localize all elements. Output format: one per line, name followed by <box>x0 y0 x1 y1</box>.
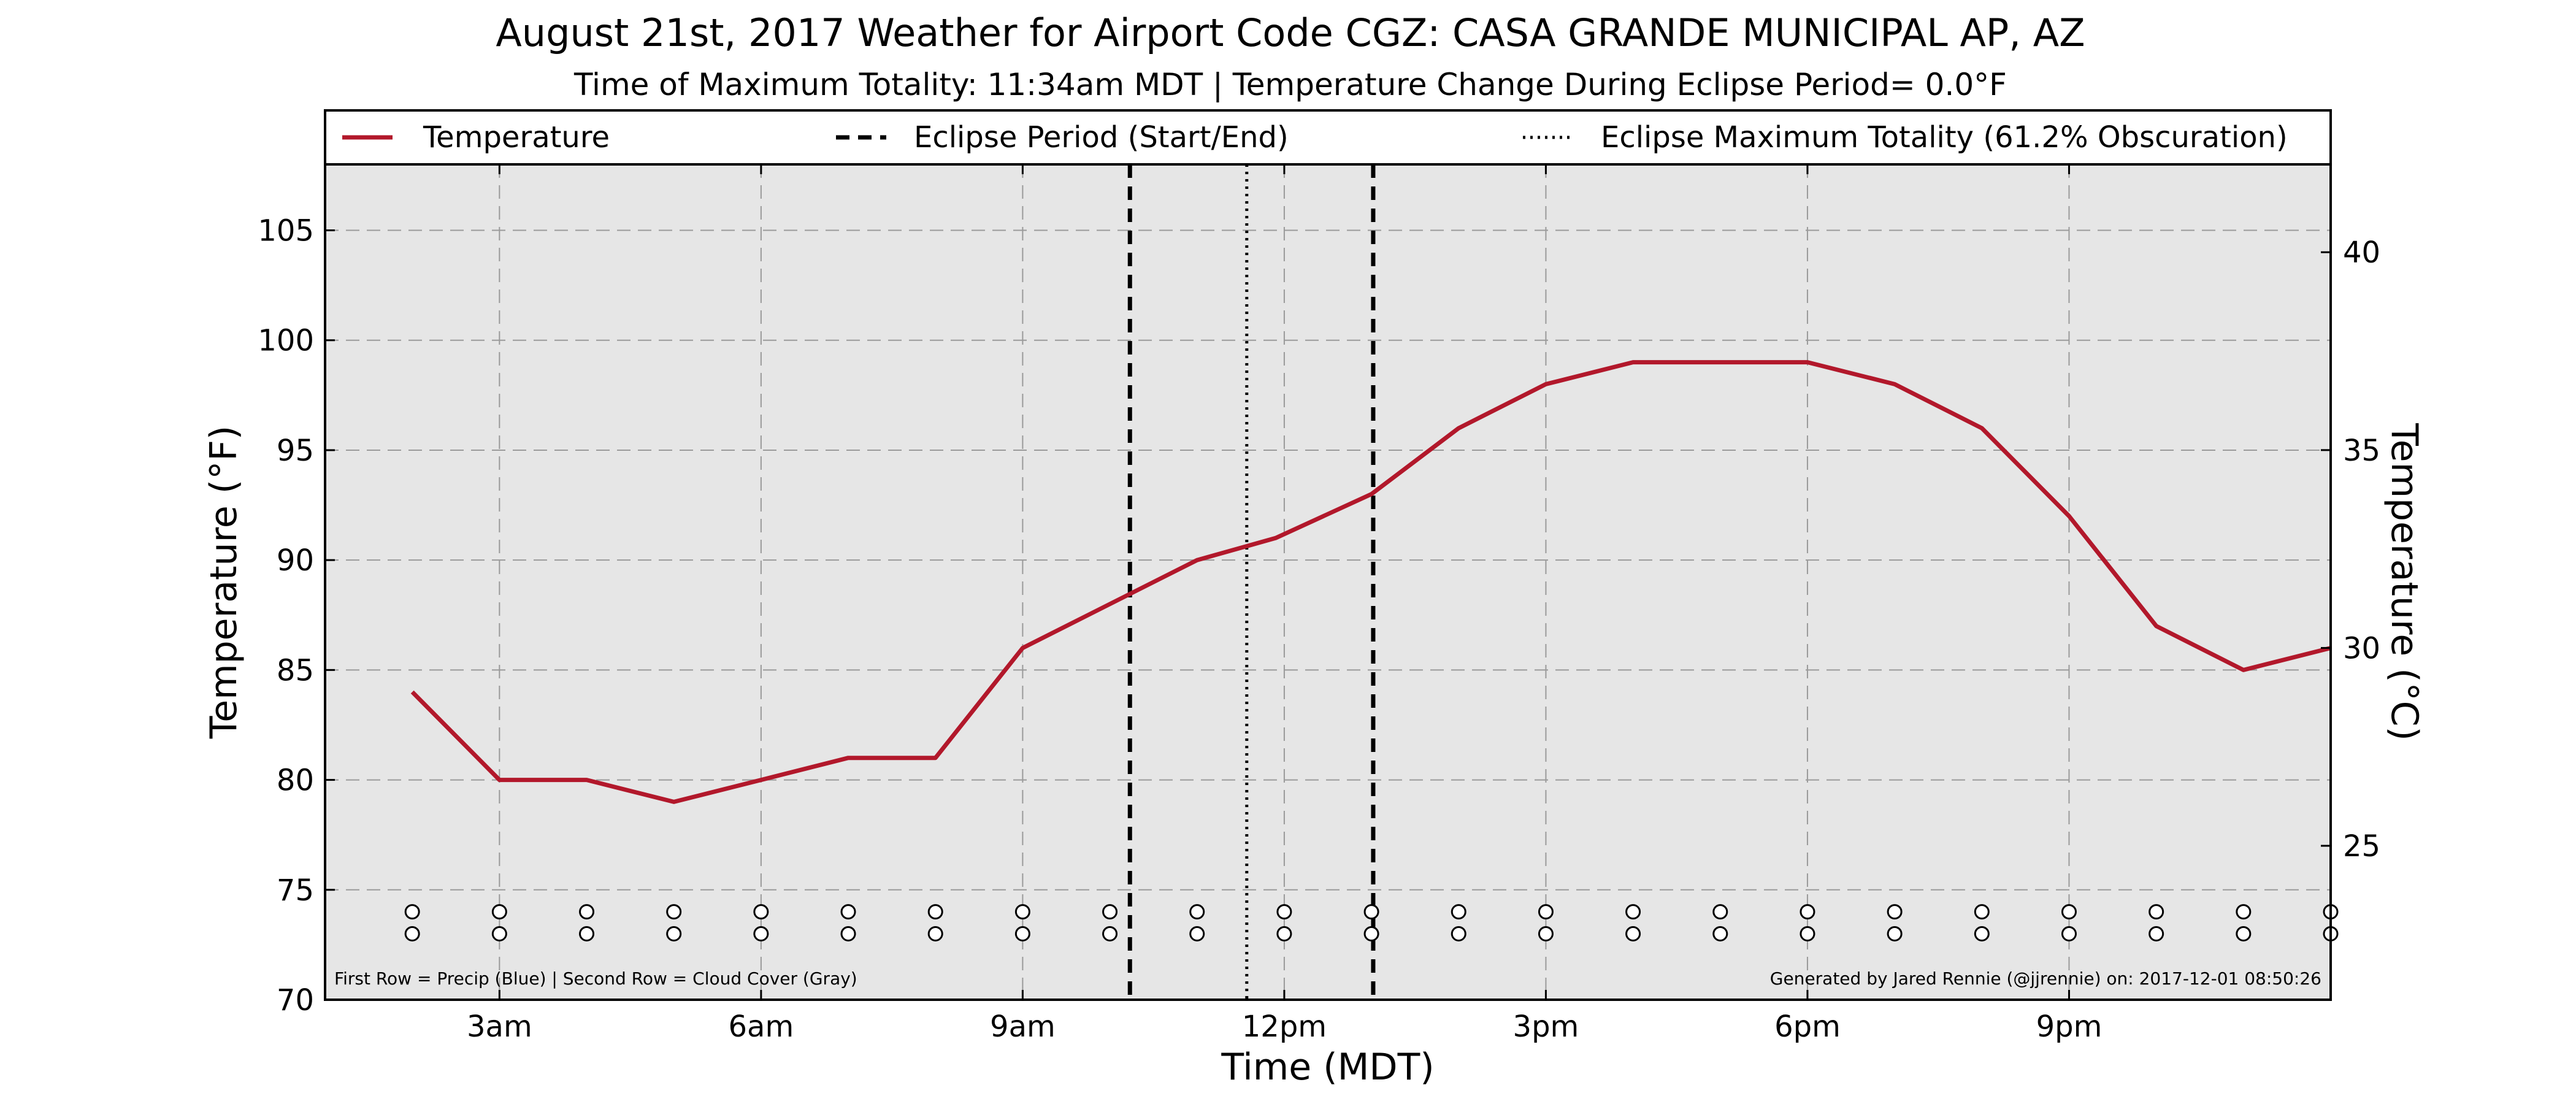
series-line-temperature <box>410 360 2331 804</box>
precip-marker <box>666 904 682 920</box>
legend-label-eclipse-max: Eclipse Maximum Totality (61.2% Obscurat… <box>1601 120 2288 155</box>
cloud-cover-marker <box>1276 926 1292 941</box>
precip-marker <box>1363 904 1379 920</box>
precip-marker <box>753 904 769 920</box>
cloud-cover-marker <box>1974 926 1990 941</box>
y-right-tick-label: 40 <box>2343 236 2380 270</box>
cloud-cover-marker <box>840 926 856 941</box>
precip-marker <box>1189 904 1205 920</box>
y-axis-right-label: Temperature (°C) <box>2383 423 2426 741</box>
precip-marker <box>1625 904 1641 920</box>
legend-label-temperature: Temperature <box>423 120 610 155</box>
cloud-cover-marker <box>2149 926 2164 941</box>
precip-marker <box>1887 904 1903 920</box>
cloud-cover-marker <box>579 926 595 941</box>
precip-marker <box>579 904 595 920</box>
precip-marker <box>404 904 420 920</box>
y-tick-label: 85 <box>277 653 314 688</box>
cloud-cover-marker <box>1102 926 1118 941</box>
precip-marker <box>1800 904 1815 920</box>
footnote-left: First Row = Precip (Blue) | Second Row =… <box>334 968 857 989</box>
y-right-tick-label: 30 <box>2343 631 2380 665</box>
y-axis-right-ticks: 25 30 35 40 <box>2321 236 2380 864</box>
legend-label-eclipse-period: Eclipse Period (Start/End) <box>914 120 1289 155</box>
footnote-right: Generated by Jared Rennie (@jjrennie) on… <box>1770 968 2321 989</box>
y-right-tick-label: 25 <box>2343 829 2380 864</box>
cloud-cover-marker <box>1887 926 1903 941</box>
y-axis-ticks: 70 75 80 85 90 95 100 105 <box>258 214 335 1018</box>
y-tick-label: 75 <box>277 873 314 908</box>
precip-marker <box>491 904 507 920</box>
precip-marker <box>2061 904 2077 920</box>
x-axis-label: Time (MDT) <box>1221 1046 1434 1089</box>
x-tick-label: 3am <box>467 1010 532 1044</box>
precip-marker <box>1102 904 1118 920</box>
cloud-cover-marker <box>404 926 420 941</box>
y-axis-label: Temperature (°F) <box>202 426 245 739</box>
cloud-cover-marker <box>1538 926 1554 941</box>
y-tick-label: 70 <box>277 983 314 1018</box>
x-tick-label: 9pm <box>2036 1010 2103 1044</box>
legend-frame <box>324 109 2332 166</box>
precip-marker <box>840 904 856 920</box>
legend: Temperature Eclipse Period (Start/End) E… <box>324 109 2332 166</box>
x-axis-ticks: 3am 6am 9am 12pm 3pm 6pm 9pm <box>467 164 2102 1044</box>
gridlines <box>325 164 2331 1000</box>
cloud-cover-marker <box>491 926 507 941</box>
cloud-cover-marker <box>927 926 943 941</box>
cloud-cover-marker <box>1189 926 1205 941</box>
cloud-cover-marker <box>753 926 769 941</box>
x-tick-label: 12pm <box>1242 1010 1327 1044</box>
cloud-cover-marker <box>1014 926 1030 941</box>
precip-marker <box>1014 904 1030 920</box>
x-tick-label: 6pm <box>1774 1010 1841 1044</box>
cloud-cover-marker <box>1712 926 1728 941</box>
series-layer <box>410 360 2331 804</box>
chart-subtitle: Time of Maximum Totality: 11:34am MDT | … <box>573 67 2007 102</box>
cloud-cover-marker <box>2236 926 2252 941</box>
precip-marker <box>1276 904 1292 920</box>
chart-title: August 21st, 2017 Weather for Airport Co… <box>496 10 2085 55</box>
precip-marker <box>2236 904 2252 920</box>
x-tick-label: 9am <box>990 1010 1056 1044</box>
x-tick-label: 6am <box>729 1010 794 1044</box>
cloud-cover-marker <box>1363 926 1379 941</box>
y-tick-label: 100 <box>258 324 314 358</box>
y-tick-label: 95 <box>277 434 314 468</box>
y-right-tick-label: 35 <box>2343 434 2380 468</box>
y-tick-label: 90 <box>277 543 314 578</box>
precip-marker <box>927 904 943 920</box>
y-tick-label: 80 <box>277 764 314 798</box>
plot-area <box>325 164 2331 1000</box>
cloud-cover-marker <box>2061 926 2077 941</box>
precip-marker <box>1712 904 1728 920</box>
x-tick-label: 3pm <box>1513 1010 1579 1044</box>
y-tick-label: 105 <box>258 214 314 248</box>
cloud-cover-marker <box>1625 926 1641 941</box>
precip-marker <box>2149 904 2164 920</box>
cloud-cover-marker <box>1451 926 1466 941</box>
precip-marker <box>1451 904 1466 920</box>
cloud-cover-marker <box>1800 926 1815 941</box>
precip-marker <box>1538 904 1554 920</box>
eclipse-lines <box>1127 164 1376 1000</box>
cloud-cover-marker <box>666 926 682 941</box>
precip-marker <box>1974 904 1990 920</box>
